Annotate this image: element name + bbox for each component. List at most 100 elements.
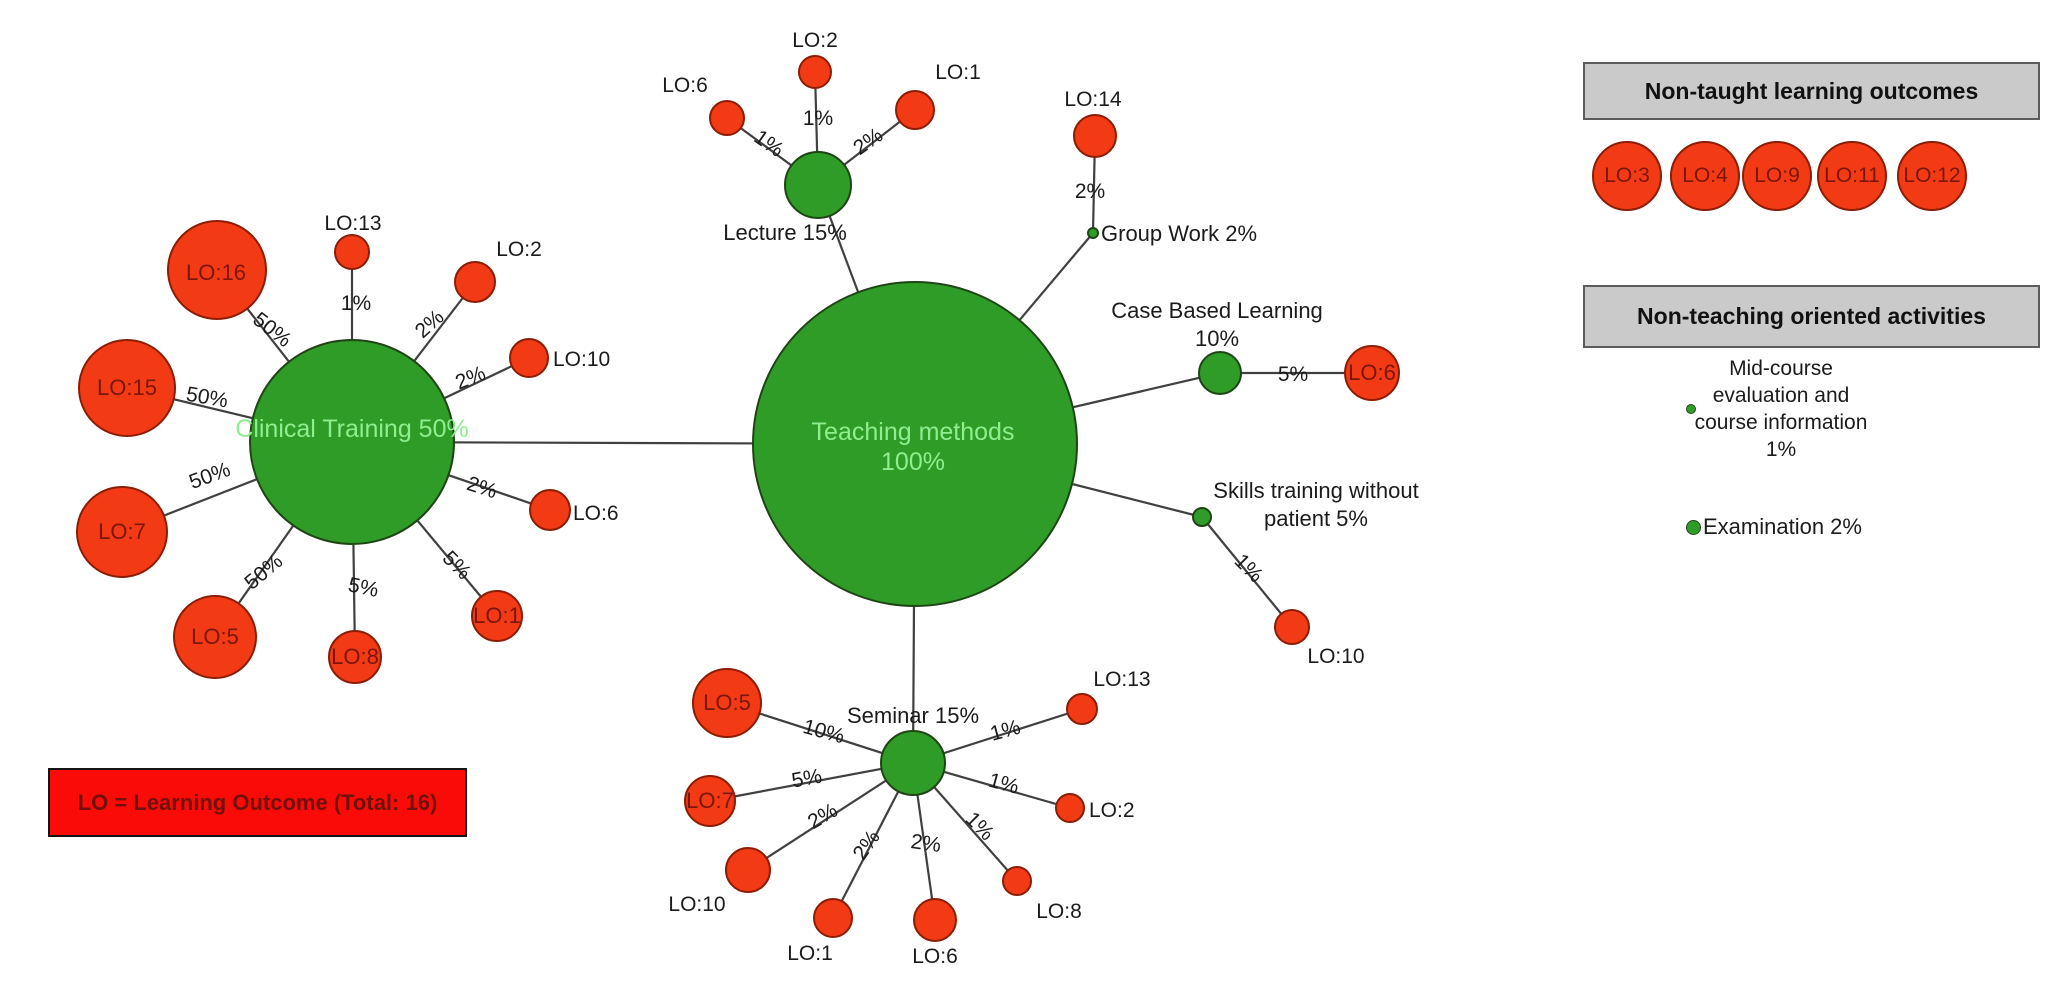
node-label-c13: LO:13 bbox=[324, 212, 381, 235]
lo-definition-text: LO = Learning Outcome (Total: 16) bbox=[77, 790, 438, 815]
edge-label-seminar-sm6: 2% bbox=[909, 830, 942, 857]
non-teaching-header-label: Non-teaching oriented activities bbox=[1637, 303, 1986, 329]
non-taught-outcome-lo9: LO:9 bbox=[1742, 141, 1812, 211]
node-label-l6: LO:6 bbox=[662, 74, 708, 97]
node-label-l1: LO:1 bbox=[935, 61, 981, 84]
non-teaching-header: Non-teaching oriented activities bbox=[1583, 285, 2040, 348]
node-label-cb6: LO:6 bbox=[1348, 360, 1396, 385]
edge-label-seminar-sm10: 2% bbox=[804, 799, 842, 834]
non-taught-outcome-label: LO:12 bbox=[1903, 164, 1961, 187]
edge-label-lecture-l6: 1% bbox=[750, 126, 788, 162]
edge-label-clinical-c6: 2% bbox=[464, 472, 500, 503]
node-label-c7: LO:7 bbox=[98, 519, 146, 544]
node-s10 bbox=[1274, 609, 1310, 645]
node-cb6 bbox=[1344, 345, 1400, 401]
node-c7 bbox=[76, 486, 168, 578]
node-label-sm5: LO:5 bbox=[703, 690, 751, 715]
node-c6 bbox=[529, 489, 571, 531]
mid-course-dot-icon bbox=[1686, 404, 1696, 414]
node-label-sm13: LO:13 bbox=[1093, 668, 1150, 691]
node-label-teaching: 100% bbox=[881, 448, 945, 476]
node-c8 bbox=[328, 630, 382, 684]
node-sm7 bbox=[684, 775, 736, 827]
node-label-casebased: Case Based Learning bbox=[1111, 298, 1323, 323]
examination-activity: Examination 2% bbox=[1686, 514, 1862, 540]
edge-seminar-sm7 bbox=[709, 761, 914, 803]
non-taught-outcome-lo12: LO:12 bbox=[1897, 141, 1967, 211]
node-label-sm1: LO:1 bbox=[787, 942, 833, 965]
node-label-c6: LO:6 bbox=[573, 502, 619, 525]
node-casebased bbox=[1198, 351, 1242, 395]
edge-label-seminar-sm8: 1% bbox=[961, 808, 999, 846]
node-label-seminar: Seminar 15% bbox=[847, 703, 979, 728]
non-taught-outcome-lo11: LO:11 bbox=[1817, 141, 1887, 211]
node-sm6 bbox=[913, 898, 957, 942]
node-l6 bbox=[709, 100, 745, 136]
node-label-skills: patient 5% bbox=[1264, 506, 1368, 531]
edge-label-clinical-c8: 5% bbox=[346, 573, 380, 602]
examination-dot-icon bbox=[1686, 519, 1701, 535]
mid-course-line: 1% bbox=[1765, 438, 1797, 461]
node-label-casebased: 10% bbox=[1195, 326, 1239, 351]
node-sm2 bbox=[1055, 793, 1085, 823]
mid-course-line: Mid-course bbox=[1729, 357, 1833, 380]
lo-definition-legend: LO = Learning Outcome (Total: 16) bbox=[48, 768, 467, 837]
edge-label-seminar-sm13: 1% bbox=[988, 716, 1023, 746]
node-label-c15: LO:15 bbox=[97, 375, 157, 400]
node-sm1 bbox=[813, 898, 853, 938]
edge-skills-s10 bbox=[1201, 516, 1293, 628]
node-teaching bbox=[752, 281, 1078, 607]
edge-label-casebased-cb6: 5% bbox=[1278, 363, 1308, 386]
node-sm8 bbox=[1002, 866, 1032, 896]
node-label-s10: LO:10 bbox=[1307, 645, 1364, 668]
node-label-sm2: LO:2 bbox=[1089, 799, 1135, 822]
edge-label-groupwork-g14: 2% bbox=[1075, 180, 1105, 203]
non-taught-header-label: Non-taught learning outcomes bbox=[1644, 78, 1979, 104]
node-g14 bbox=[1073, 114, 1117, 158]
node-label-c2: LO:2 bbox=[496, 238, 542, 261]
mid-course-activity: Mid-course evaluation and course informa… bbox=[1650, 355, 1912, 463]
edge-label-clinical-c15: 50% bbox=[184, 383, 229, 413]
node-label-c1: LO:1 bbox=[473, 603, 521, 628]
node-label-sm6: LO:6 bbox=[912, 945, 958, 968]
node-label-clinical: Clinical Training 50% bbox=[235, 415, 468, 443]
node-label-sm8: LO:8 bbox=[1036, 900, 1082, 923]
node-c15 bbox=[78, 339, 176, 437]
node-sm5 bbox=[692, 668, 762, 738]
node-label-c8: LO:8 bbox=[331, 644, 379, 669]
node-l2 bbox=[798, 55, 832, 89]
examination-label: Examination 2% bbox=[1703, 514, 1862, 539]
node-label-c5: LO:5 bbox=[191, 624, 239, 649]
non-taught-outcome-label: LO:9 bbox=[1754, 164, 1800, 187]
node-c5 bbox=[173, 595, 257, 679]
non-taught-outcome-label: LO:4 bbox=[1682, 164, 1728, 187]
non-taught-outcome-label: LO:11 bbox=[1824, 164, 1880, 187]
edge-label-clinical-c16: 50% bbox=[248, 308, 295, 352]
node-label-sm7: LO:7 bbox=[686, 788, 734, 813]
mid-course-line: course information bbox=[1694, 411, 1868, 434]
node-label-sm10: LO:10 bbox=[668, 893, 725, 916]
edge-label-seminar-sm5: 10% bbox=[800, 715, 847, 748]
node-sm13 bbox=[1066, 693, 1098, 725]
edge-label-clinical-c10: 2% bbox=[452, 362, 489, 395]
edge-label-clinical-c7: 50% bbox=[186, 458, 233, 494]
node-groupwork bbox=[1087, 227, 1099, 239]
node-l1 bbox=[895, 90, 935, 130]
non-taught-outcome-lo4: LO:4 bbox=[1670, 141, 1740, 211]
node-c1 bbox=[471, 590, 523, 642]
node-label-l2: LO:2 bbox=[792, 29, 838, 52]
node-c13 bbox=[334, 234, 370, 270]
node-label-g14: LO:14 bbox=[1064, 88, 1122, 111]
node-label-c10: LO:10 bbox=[553, 348, 610, 371]
non-taught-header: Non-taught learning outcomes bbox=[1583, 62, 2040, 120]
edge-label-seminar-sm2: 1% bbox=[986, 769, 1021, 799]
node-label-teaching: Teaching methods bbox=[812, 418, 1015, 446]
node-label-c16: LO:16 bbox=[186, 260, 246, 285]
edge-label-clinical-c2: 2% bbox=[411, 305, 449, 342]
non-taught-outcome-label: LO:3 bbox=[1604, 164, 1650, 187]
node-label-skills: Skills training without bbox=[1213, 478, 1418, 503]
node-skills bbox=[1192, 507, 1212, 527]
node-c2 bbox=[454, 261, 496, 303]
